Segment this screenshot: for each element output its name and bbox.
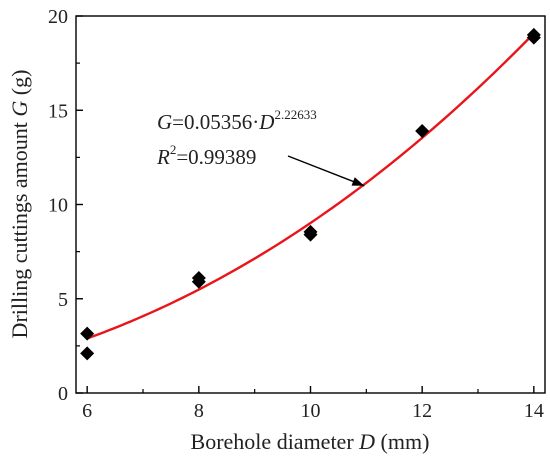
- data-point-5: [303, 227, 318, 242]
- x-tick-label-10: 10: [301, 400, 321, 422]
- y-tick-label-20: 20: [48, 6, 68, 28]
- fit-r-squared: R2=0.99389: [156, 142, 256, 169]
- x-axis-title: Borehole diameter D (mm): [191, 429, 430, 454]
- x-tick-label-14: 14: [524, 400, 544, 422]
- y-tick-label-5: 5: [58, 289, 68, 311]
- x-tick-label-12: 12: [412, 400, 432, 422]
- y-tick-label-0: 0: [58, 383, 68, 405]
- data-point-3: [191, 274, 206, 289]
- x-tick-label-8: 8: [194, 400, 204, 422]
- y-tick-label-10: 10: [48, 195, 68, 217]
- y-axis-title: Drilling cuttings amount G (g): [7, 70, 32, 339]
- annotation-arrow-head: [351, 177, 365, 186]
- data-point-0: [80, 326, 95, 341]
- fit-equation: G=0.05356·D2.22633: [157, 107, 317, 134]
- plot-frame: [75, 15, 546, 394]
- x-tick-label-6: 6: [82, 400, 92, 422]
- annotation-arrow-line: [287, 155, 365, 187]
- y-tick-label-15: 15: [48, 100, 68, 122]
- data-point-8: [526, 30, 541, 45]
- data-point-1: [80, 346, 95, 361]
- fit-curve: [86, 32, 535, 340]
- data-point-6: [415, 123, 430, 138]
